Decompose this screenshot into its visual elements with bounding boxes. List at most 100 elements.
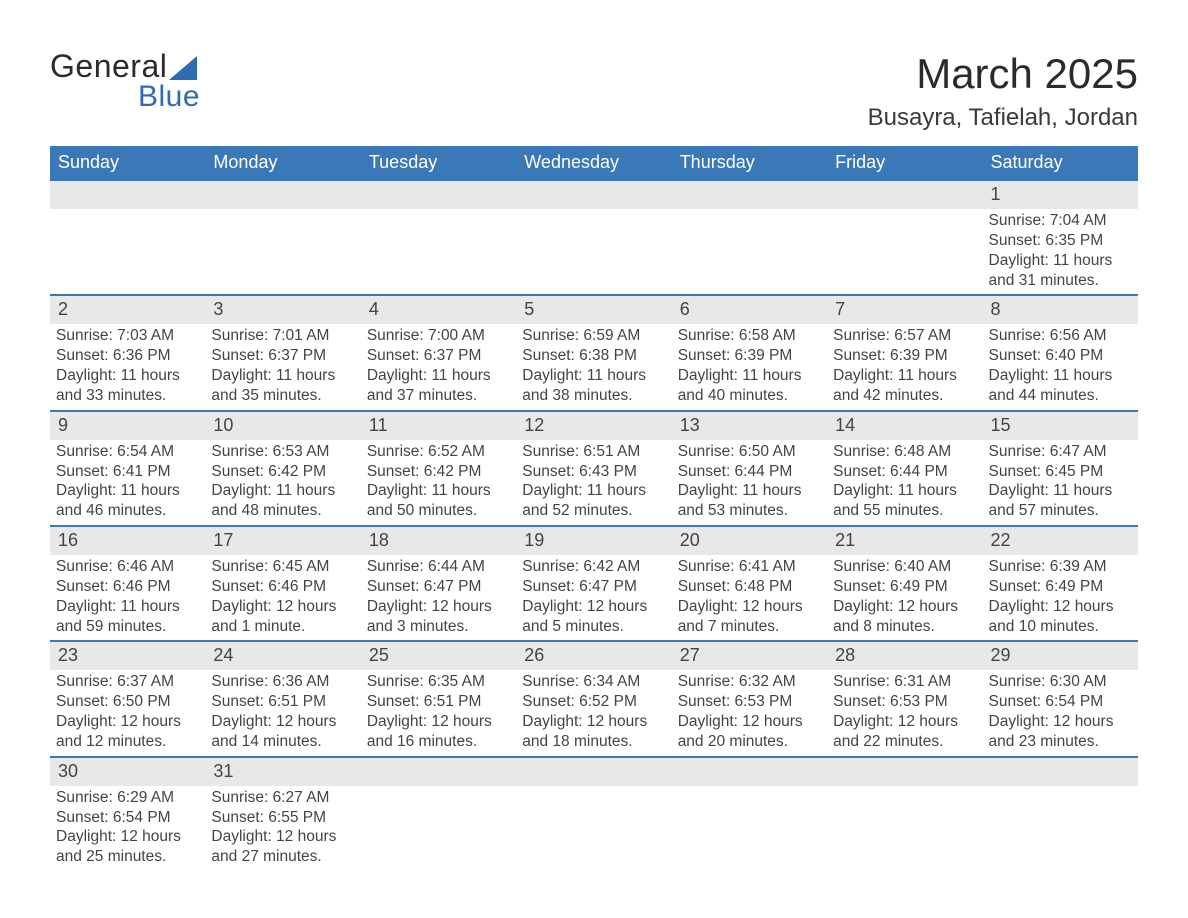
daylight-line-2: and 31 minutes. — [989, 271, 1132, 291]
sunset-line: Sunset: 6:51 PM — [211, 692, 354, 712]
calendar-day-cell — [361, 758, 516, 871]
day-number: 17 — [205, 527, 360, 555]
sunset-line: Sunset: 6:48 PM — [678, 577, 821, 597]
sunrise-line: Sunrise: 6:34 AM — [522, 672, 665, 692]
day-detail — [672, 209, 827, 215]
calendar-day-cell: 25Sunrise: 6:35 AMSunset: 6:51 PMDayligh… — [361, 642, 516, 755]
day-number: 15 — [983, 412, 1138, 440]
day-number: 9 — [50, 412, 205, 440]
day-detail: Sunrise: 6:52 AMSunset: 6:42 PMDaylight:… — [361, 440, 516, 525]
sunrise-line: Sunrise: 7:03 AM — [56, 326, 199, 346]
day-detail: Sunrise: 6:51 AMSunset: 6:43 PMDaylight:… — [516, 440, 671, 525]
calendar-day-cell — [205, 181, 360, 294]
daylight-line-2: and 40 minutes. — [678, 386, 821, 406]
brand-logo: General Blue — [50, 50, 200, 112]
daylight-line-2: and 42 minutes. — [833, 386, 976, 406]
day-detail: Sunrise: 6:42 AMSunset: 6:47 PMDaylight:… — [516, 555, 671, 640]
day-detail: Sunrise: 6:54 AMSunset: 6:41 PMDaylight:… — [50, 440, 205, 525]
day-number: 22 — [983, 527, 1138, 555]
day-detail: Sunrise: 7:03 AMSunset: 6:36 PMDaylight:… — [50, 324, 205, 409]
sunset-line: Sunset: 6:39 PM — [833, 346, 976, 366]
day-detail: Sunrise: 6:36 AMSunset: 6:51 PMDaylight:… — [205, 670, 360, 755]
calendar-day-cell — [516, 758, 671, 871]
sunset-line: Sunset: 6:42 PM — [367, 462, 510, 482]
day-number: 6 — [672, 296, 827, 324]
sunrise-line: Sunrise: 6:52 AM — [367, 442, 510, 462]
calendar-day-cell: 23Sunrise: 6:37 AMSunset: 6:50 PMDayligh… — [50, 642, 205, 755]
sunrise-line: Sunrise: 6:46 AM — [56, 557, 199, 577]
daylight-line-1: Daylight: 12 hours — [833, 597, 976, 617]
day-detail: Sunrise: 6:39 AMSunset: 6:49 PMDaylight:… — [983, 555, 1138, 640]
brand-blue-text: Blue — [138, 82, 200, 112]
sunrise-line: Sunrise: 6:31 AM — [833, 672, 976, 692]
calendar-day-cell: 9Sunrise: 6:54 AMSunset: 6:41 PMDaylight… — [50, 412, 205, 525]
daylight-line-2: and 27 minutes. — [211, 847, 354, 867]
sunrise-line: Sunrise: 6:53 AM — [211, 442, 354, 462]
sunset-line: Sunset: 6:37 PM — [211, 346, 354, 366]
sunrise-line: Sunrise: 6:42 AM — [522, 557, 665, 577]
daylight-line-1: Daylight: 12 hours — [678, 712, 821, 732]
sunset-line: Sunset: 6:54 PM — [989, 692, 1132, 712]
day-detail — [516, 209, 671, 215]
sunrise-line: Sunrise: 6:50 AM — [678, 442, 821, 462]
daylight-line-1: Daylight: 11 hours — [678, 366, 821, 386]
day-number — [516, 181, 671, 209]
daylight-line-2: and 18 minutes. — [522, 732, 665, 752]
daylight-line-1: Daylight: 11 hours — [56, 366, 199, 386]
day-detail: Sunrise: 6:29 AMSunset: 6:54 PMDaylight:… — [50, 786, 205, 871]
day-detail — [672, 786, 827, 792]
day-detail: Sunrise: 6:30 AMSunset: 6:54 PMDaylight:… — [983, 670, 1138, 755]
sunset-line: Sunset: 6:41 PM — [56, 462, 199, 482]
sunrise-line: Sunrise: 6:36 AM — [211, 672, 354, 692]
day-number — [983, 758, 1138, 786]
sunrise-line: Sunrise: 6:58 AM — [678, 326, 821, 346]
day-number — [361, 181, 516, 209]
day-number: 28 — [827, 642, 982, 670]
weekday-header: Tuesday — [361, 146, 516, 179]
day-number — [672, 758, 827, 786]
calendar-day-cell: 10Sunrise: 6:53 AMSunset: 6:42 PMDayligh… — [205, 412, 360, 525]
daylight-line-1: Daylight: 11 hours — [367, 366, 510, 386]
day-detail: Sunrise: 6:56 AMSunset: 6:40 PMDaylight:… — [983, 324, 1138, 409]
weekday-header: Saturday — [983, 146, 1138, 179]
daylight-line-2: and 33 minutes. — [56, 386, 199, 406]
calendar-day-cell: 24Sunrise: 6:36 AMSunset: 6:51 PMDayligh… — [205, 642, 360, 755]
day-detail: Sunrise: 6:57 AMSunset: 6:39 PMDaylight:… — [827, 324, 982, 409]
title-block: March 2025 Busayra, Tafielah, Jordan — [868, 50, 1138, 132]
sunset-line: Sunset: 6:37 PM — [367, 346, 510, 366]
calendar-day-cell: 21Sunrise: 6:40 AMSunset: 6:49 PMDayligh… — [827, 527, 982, 640]
calendar-day-cell: 1Sunrise: 7:04 AMSunset: 6:35 PMDaylight… — [983, 181, 1138, 294]
day-number — [672, 181, 827, 209]
sunset-line: Sunset: 6:42 PM — [211, 462, 354, 482]
daylight-line-2: and 25 minutes. — [56, 847, 199, 867]
calendar-day-cell: 8Sunrise: 6:56 AMSunset: 6:40 PMDaylight… — [983, 296, 1138, 409]
daylight-line-1: Daylight: 12 hours — [211, 712, 354, 732]
sunrise-line: Sunrise: 6:44 AM — [367, 557, 510, 577]
day-number — [827, 758, 982, 786]
calendar-day-cell: 17Sunrise: 6:45 AMSunset: 6:46 PMDayligh… — [205, 527, 360, 640]
day-number: 18 — [361, 527, 516, 555]
daylight-line-2: and 14 minutes. — [211, 732, 354, 752]
calendar-week-row: 1Sunrise: 7:04 AMSunset: 6:35 PMDaylight… — [50, 179, 1138, 294]
sunset-line: Sunset: 6:55 PM — [211, 808, 354, 828]
daylight-line-1: Daylight: 12 hours — [56, 712, 199, 732]
sunrise-line: Sunrise: 7:04 AM — [989, 211, 1132, 231]
daylight-line-2: and 5 minutes. — [522, 617, 665, 637]
daylight-line-1: Daylight: 11 hours — [833, 481, 976, 501]
day-detail: Sunrise: 7:01 AMSunset: 6:37 PMDaylight:… — [205, 324, 360, 409]
day-number — [50, 181, 205, 209]
calendar-day-cell: 18Sunrise: 6:44 AMSunset: 6:47 PMDayligh… — [361, 527, 516, 640]
day-number: 31 — [205, 758, 360, 786]
calendar-day-cell: 26Sunrise: 6:34 AMSunset: 6:52 PMDayligh… — [516, 642, 671, 755]
calendar-day-cell — [827, 758, 982, 871]
calendar-day-cell: 3Sunrise: 7:01 AMSunset: 6:37 PMDaylight… — [205, 296, 360, 409]
sunset-line: Sunset: 6:40 PM — [989, 346, 1132, 366]
calendar-day-cell — [516, 181, 671, 294]
sunrise-line: Sunrise: 6:40 AM — [833, 557, 976, 577]
calendar-week-row: 9Sunrise: 6:54 AMSunset: 6:41 PMDaylight… — [50, 410, 1138, 525]
day-detail: Sunrise: 6:48 AMSunset: 6:44 PMDaylight:… — [827, 440, 982, 525]
day-number — [516, 758, 671, 786]
daylight-line-2: and 8 minutes. — [833, 617, 976, 637]
daylight-line-1: Daylight: 11 hours — [367, 481, 510, 501]
daylight-line-1: Daylight: 12 hours — [522, 597, 665, 617]
